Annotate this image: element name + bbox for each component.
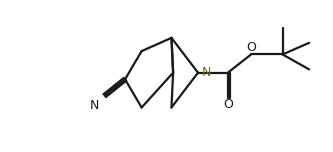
Text: O: O [223,98,233,111]
Text: O: O [246,41,256,54]
Text: N: N [202,66,211,79]
Text: N: N [90,99,99,112]
